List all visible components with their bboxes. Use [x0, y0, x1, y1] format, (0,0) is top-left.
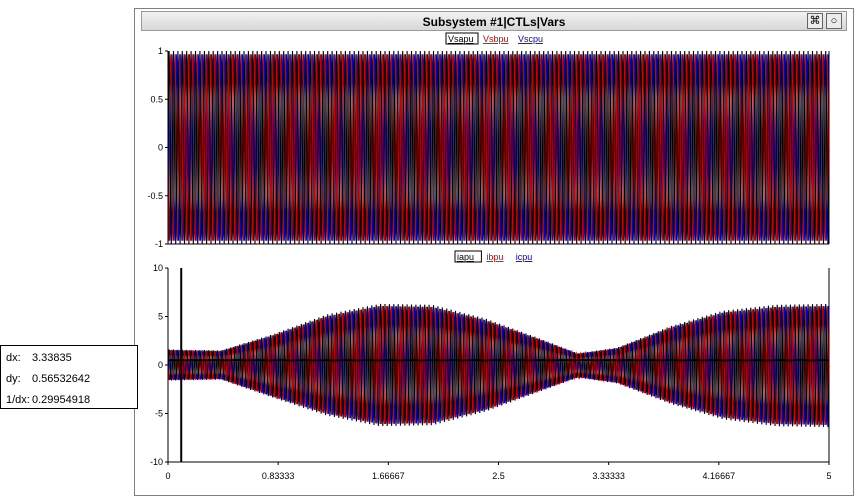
y-tick-label: 0.5	[150, 94, 163, 104]
series-line-Vsapu	[167, 50, 830, 245]
legend-entry: Vscpu	[518, 34, 543, 44]
x-tick-label: 1.66667	[372, 471, 405, 481]
y-tick-label: 0	[158, 360, 163, 370]
legend-selected-box	[454, 250, 482, 263]
y-tick-label: -0.5	[147, 191, 163, 201]
window-title: Subsystem #1|CTLs|Vars	[422, 15, 566, 29]
y-tick-label: -5	[155, 409, 163, 419]
dx-value: 3.33835	[32, 352, 72, 364]
series-line-Vsbpu	[167, 54, 830, 241]
x-tick-label: 5	[826, 471, 831, 481]
dy-value: 0.56532642	[32, 373, 91, 385]
inv-dx-label: 1/dx:	[6, 394, 30, 406]
legend-entry: Vsbpu	[483, 34, 509, 44]
x-tick-label: 3.33333	[592, 471, 625, 481]
plot-1: 1 0.5 0 -0.5 -1 Vsapu Vsbpu Vscpu	[147, 32, 830, 249]
legend-entry: icpu	[516, 252, 533, 262]
x-tick-label: 2.5	[492, 471, 505, 481]
y-tick-label: -10	[150, 457, 163, 467]
dy-label: dy:	[6, 373, 21, 385]
legend-entry: iapu	[457, 252, 474, 262]
legend-selected-box	[445, 32, 479, 45]
x-tick-label: 0	[165, 471, 170, 481]
circle-icon[interactable]: ○	[826, 13, 842, 29]
series-line-icpu	[167, 305, 830, 425]
y-tick-label: 0	[158, 143, 163, 153]
y-tick-label: 5	[158, 312, 163, 322]
y-tick-label: 10	[153, 263, 163, 273]
cursor-readout: dx: 3.33835 dy: 0.56532642 1/dx: 0.29954…	[0, 345, 138, 409]
legend-entry: Vsapu	[448, 34, 474, 44]
series-line-iapu	[167, 303, 830, 428]
title-bar: Subsystem #1|CTLs|Vars ⌘ ○	[141, 11, 847, 31]
inv-dx-value: 0.29954918	[32, 394, 91, 406]
series-line-Vscpu	[167, 54, 830, 241]
series-line-ibpu	[167, 305, 830, 425]
y-tick-label: 1	[158, 46, 163, 56]
legend-entry: ibpu	[486, 252, 503, 262]
snap-icon[interactable]: ⌘	[807, 13, 823, 29]
x-tick-label: 0.83333	[262, 471, 295, 481]
dx-label: dx:	[6, 352, 21, 364]
x-tick-label: 4.16667	[703, 471, 736, 481]
y-tick-label: -1	[155, 239, 163, 249]
